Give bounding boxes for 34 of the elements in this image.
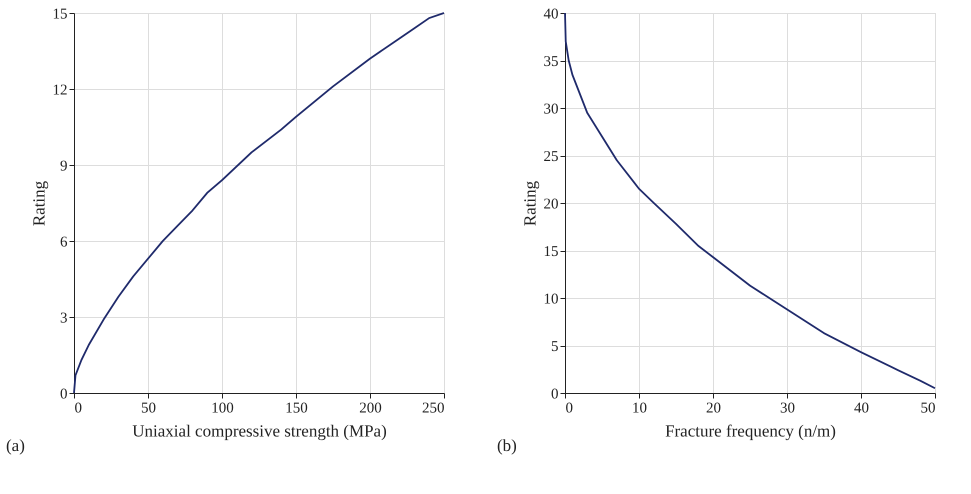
y-tick-label: 9 (60, 158, 68, 174)
x-tick-label: 250 (422, 400, 444, 416)
y-tick-label: 30 (544, 102, 558, 118)
x-tick-label: 150 (285, 400, 308, 416)
y-tick-label: 40 (544, 6, 558, 22)
x-tick-label: 0 (74, 400, 82, 416)
y-tick-label: 0 (551, 386, 558, 402)
y-tick-label: 3 (60, 310, 68, 326)
x-tick-label: 20 (706, 400, 721, 416)
x-tick-label: 40 (854, 400, 869, 416)
y-tick-label: 15 (52, 6, 68, 22)
x-axis-title: Uniaxial compressive strength (MPa) (132, 422, 387, 440)
x-tick-label: 10 (632, 400, 647, 416)
x-axis-title: Fracture frequency (n/m) (665, 422, 836, 440)
x-tick-label: 50 (920, 400, 936, 416)
y-tick-label: 10 (544, 292, 558, 308)
y-axis-title: Rating (30, 180, 48, 226)
x-tick-label: 50 (141, 400, 156, 416)
y-tick-label: 25 (544, 149, 558, 165)
y-tick-label: 5 (551, 339, 558, 355)
y-tick-label: 35 (544, 54, 558, 70)
line-series (564, 12, 936, 390)
y-tick-label: 12 (52, 82, 68, 98)
y-tick-label: 0 (60, 386, 68, 402)
y-axis-title: Rating (520, 180, 540, 226)
x-tick-label: 200 (359, 400, 382, 416)
y-tick-label: 6 (60, 234, 68, 250)
text: (b) (497, 436, 517, 455)
y-tick-label: 20 (544, 196, 558, 212)
text: (a) (6, 436, 25, 455)
x-tick-label: 30 (780, 400, 795, 416)
x-tick-label: 100 (211, 400, 234, 416)
x-tick-label: 0 (566, 400, 573, 416)
y-tick-label: 15 (544, 244, 558, 260)
